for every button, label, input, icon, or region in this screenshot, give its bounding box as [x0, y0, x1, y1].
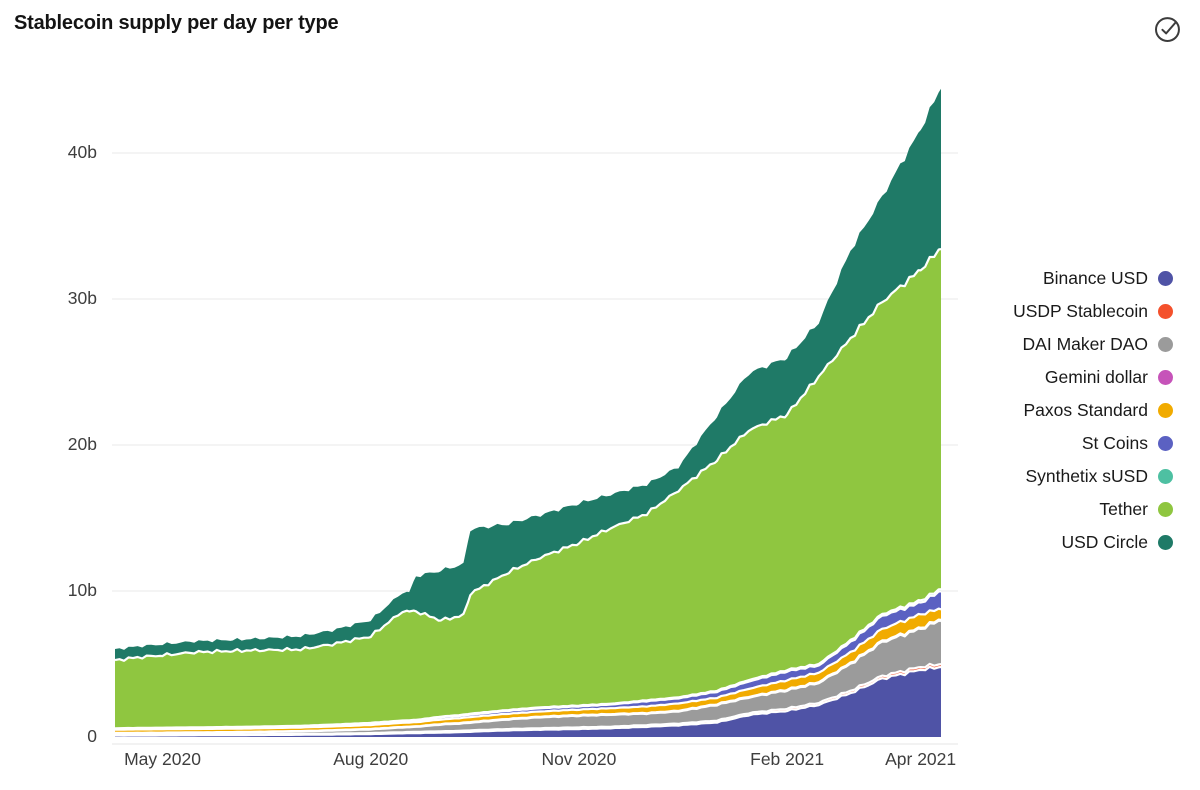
y-tick-30b: 30b — [67, 288, 97, 308]
legend-label: Binance USD — [1042, 268, 1148, 288]
legend-dot-icon — [1158, 304, 1173, 319]
legend-dot-icon — [1158, 436, 1173, 451]
legend-item-synthetix-susd[interactable]: Synthetix sUSD — [913, 460, 1173, 493]
check-circle-icon[interactable] — [1152, 13, 1184, 45]
legend-item-tether[interactable]: Tether — [913, 493, 1173, 526]
legend-dot-icon — [1158, 535, 1173, 550]
legend-item-paxos-standard[interactable]: Paxos Standard — [913, 394, 1173, 427]
legend-label: Tether — [1099, 499, 1148, 519]
legend-item-dai-maker-dao[interactable]: DAI Maker DAO — [913, 328, 1173, 361]
legend-dot-icon — [1158, 469, 1173, 484]
legend-label: Synthetix sUSD — [1025, 466, 1148, 486]
legend-item-binance-usd[interactable]: Binance USD — [913, 262, 1173, 295]
y-tick-20b: 20b — [67, 434, 97, 454]
legend-item-usd-circle[interactable]: USD Circle — [913, 526, 1173, 559]
x-tick-may-2020: May 2020 — [124, 749, 201, 769]
x-tick-nov-2020: Nov 2020 — [541, 749, 617, 769]
legend-dot-icon — [1158, 502, 1173, 517]
y-tick-0: 0 — [87, 726, 97, 746]
x-tick-feb-2021: Feb 2021 — [750, 749, 825, 769]
y-tick-10b: 10b — [67, 580, 97, 600]
legend-label: DAI Maker DAO — [1022, 334, 1148, 354]
legend-label: St Coins — [1081, 433, 1148, 453]
legend-dot-icon — [1158, 403, 1173, 418]
x-tick-apr-2021: Apr 2021 — [885, 749, 957, 769]
legend-item-st-coins[interactable]: St Coins — [913, 427, 1173, 460]
legend-item-gemini-dollar[interactable]: Gemini dollar — [913, 361, 1173, 394]
legend-label: USDP Stablecoin — [1013, 301, 1148, 321]
legend-dot-icon — [1158, 337, 1173, 352]
legend-label: USD Circle — [1061, 532, 1148, 552]
legend-dot-icon — [1158, 271, 1173, 286]
x-tick-aug-2020: Aug 2020 — [333, 749, 409, 769]
legend-item-usdp-stablecoin[interactable]: USDP Stablecoin — [913, 295, 1173, 328]
chart-title: Stablecoin supply per day per type — [14, 12, 339, 34]
y-tick-40b: 40b — [67, 142, 97, 162]
legend-label: Paxos Standard — [1023, 400, 1148, 420]
legend-label: Gemini dollar — [1044, 367, 1148, 387]
legend-dot-icon — [1158, 370, 1173, 385]
